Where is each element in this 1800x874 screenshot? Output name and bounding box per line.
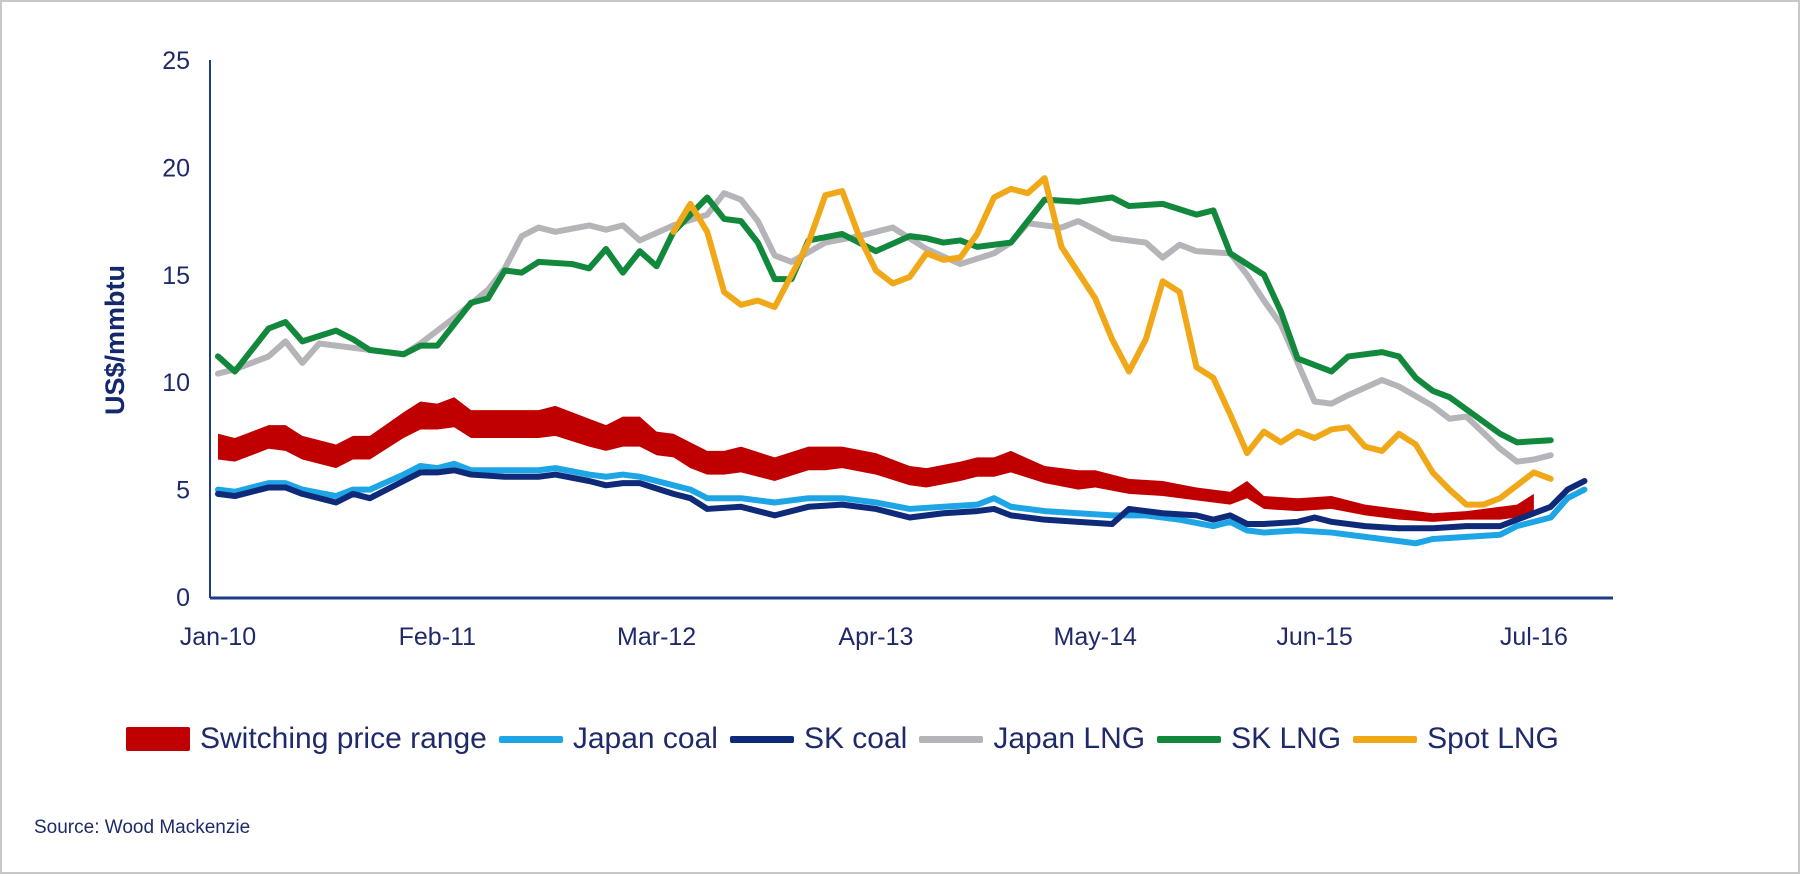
x-tick-label: Jul-16 bbox=[1500, 623, 1568, 651]
y-tick-label: 15 bbox=[162, 262, 190, 290]
x-tick-label: Mar-12 bbox=[617, 623, 696, 651]
legend-label: SK coal bbox=[803, 722, 908, 755]
legend-label: Japan LNG bbox=[993, 722, 1146, 755]
y-axis-label: US$/mmbtu bbox=[100, 265, 130, 415]
japan-lng-line bbox=[215, 190, 1554, 465]
y-tick-label: 5 bbox=[176, 477, 190, 505]
legend-item-japan-lng: Japan LNG bbox=[919, 722, 1145, 756]
legend: Switching price range Japan coal SK coal Ja… bbox=[126, 722, 1571, 756]
x-tick-label: Jan-10 bbox=[180, 623, 256, 651]
legend-item-sk-lng: SK LNG bbox=[1157, 722, 1341, 756]
legend-label: Japan coal bbox=[572, 722, 718, 755]
switching-price-range-band bbox=[218, 397, 1534, 522]
y-tick-label: 10 bbox=[162, 369, 190, 397]
legend-swatch bbox=[498, 735, 563, 743]
y-tick-label: 20 bbox=[162, 154, 190, 182]
legend-label: Spot LNG bbox=[1427, 722, 1559, 755]
x-tick-label: Jun-15 bbox=[1276, 623, 1352, 651]
legend-swatch bbox=[919, 735, 984, 743]
legend-item-switching-price-range: Switching price range bbox=[126, 722, 487, 756]
legend-label: SK LNG bbox=[1231, 722, 1342, 755]
x-tick-label: Feb-11 bbox=[399, 623, 476, 651]
x-tick-label: Apr-13 bbox=[838, 623, 913, 651]
x-tick-label: May-14 bbox=[1054, 623, 1137, 651]
y-tick-label: 0 bbox=[176, 584, 190, 612]
legend-swatch bbox=[126, 727, 190, 751]
legend-item-japan-coal: Japan coal bbox=[498, 722, 718, 756]
y-tick-label: 25 bbox=[162, 47, 190, 75]
source-note: Source: Wood Mackenzie bbox=[34, 817, 251, 838]
legend-item-sk-coal: SK coal bbox=[729, 722, 908, 756]
sk-coal-line bbox=[215, 467, 1588, 532]
legend-label: Switching price range bbox=[200, 722, 487, 755]
legend-swatch bbox=[1157, 735, 1222, 743]
legend-swatch bbox=[729, 735, 794, 743]
spot-lng-line bbox=[670, 175, 1554, 508]
legend-item-spot-lng: Spot LNG bbox=[1353, 722, 1559, 756]
legend-swatch bbox=[1353, 735, 1418, 743]
japan-coal-line bbox=[215, 460, 1588, 547]
